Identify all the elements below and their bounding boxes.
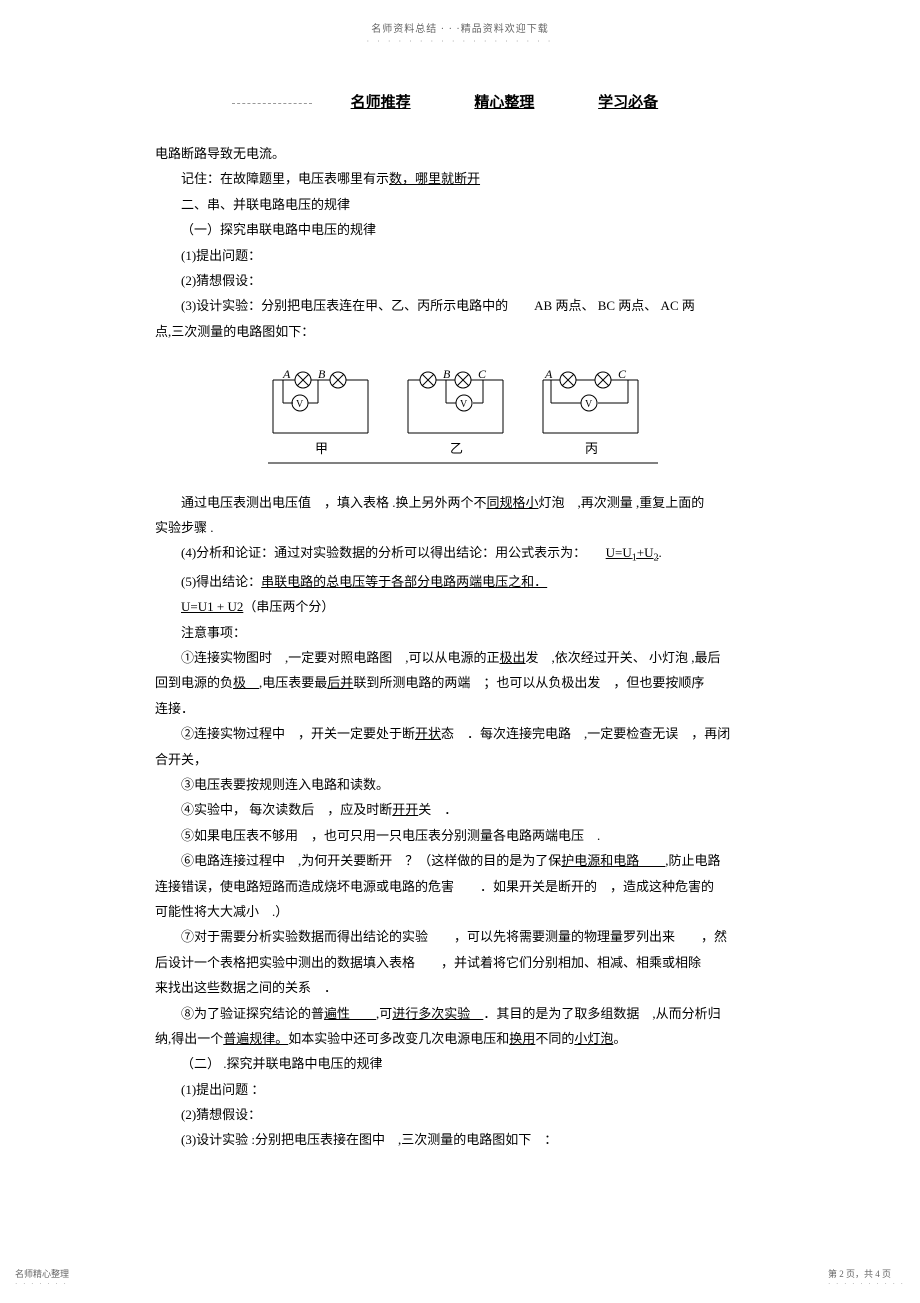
title-seg3: 学习必备 xyxy=(598,95,658,111)
svg-text:B: B xyxy=(443,367,451,381)
svg-text:丙: 丙 xyxy=(585,441,598,456)
p24: (3)设计实验 :分别把电压表接在图中 ,三次测量的电路图如下 ： xyxy=(155,1128,770,1151)
footer-left: 名师精心整理 · · · · · · · xyxy=(15,1267,69,1288)
svg-text:V: V xyxy=(460,399,468,410)
svg-text:V: V xyxy=(296,399,304,410)
title-seg2: 精心整理 xyxy=(474,95,534,111)
p7b: 点,三次测量的电路图如下： xyxy=(155,320,770,343)
doc-top-header: 名师资料总结 · · ·精品资料欢迎下载 xyxy=(0,0,920,35)
p7a: (3)设计实验：分别把电压表连在甲、乙、丙所示电路中的 AB 两点、 BC 两点… xyxy=(155,294,770,317)
svg-text:V: V xyxy=(585,399,593,410)
p3: 二、串、并联电路电压的规律 xyxy=(155,193,770,216)
p14c: 合开关， xyxy=(155,748,770,771)
p23: (2)猜想假设： xyxy=(155,1103,770,1126)
p18c: 连接错误，使电路短路而造成烧坏电源或电路的危害 ．如果开关是断开的 ，造成这种危… xyxy=(155,875,770,898)
p20d: 纳,得出一个普遍规律。如本实验中还可多改变几次电源电压和换用不同的小灯泡。 xyxy=(155,1027,770,1050)
p12: 注意事项： xyxy=(155,621,770,644)
circuit-diagram-row: A B V 甲 xyxy=(155,358,770,475)
p11: U=U1 + U2（串压两个分） xyxy=(155,595,770,618)
svg-text:A: A xyxy=(282,367,291,381)
p18d: 可能性将大大减小 .） xyxy=(155,900,770,923)
svg-text:C: C xyxy=(618,367,627,381)
title-seg1: 名师推荐 xyxy=(351,95,411,111)
main-content: 电路断路导致无电流。 记住：在故障题里，电压表哪里有示数，哪里就断开 二、串、并… xyxy=(0,112,920,1152)
p19c: 来找出这些数据之间的关系 ． xyxy=(155,976,770,999)
p18: ⑥电路连接过程中 ,为何开关要断开 ？（这样做的目的是为了保护电源和电路 ,防止… xyxy=(155,849,770,872)
p21: （二） .探究并联电路中电压的规律 xyxy=(155,1052,770,1075)
p14: ②连接实物过程中 ，开关一定要处于断开状态 ．每次连接完电路 ,一定要检查无误 … xyxy=(155,722,770,745)
p22: (1)提出问题 ： xyxy=(155,1078,770,1101)
p9: (4)分析和论证：通过对实验数据的分析可以得出结论：用公式表示为： U=U1+U… xyxy=(155,541,770,568)
p16: ④实验中， 每次读数后 ，应及时断开开关 ． xyxy=(155,798,770,821)
p1: 电路断路导致无电流。 xyxy=(155,142,770,165)
p17: ⑤如果电压表不够用 ，也可只用一只电压表分别测量各电路两端电压 . xyxy=(155,824,770,847)
p5: (1)提出问题： xyxy=(155,244,770,267)
decorative-dots: · · · · · · · · · · · · · · · · · · xyxy=(0,37,920,46)
p2: 记住：在故障题里，电压表哪里有示数，哪里就断开 xyxy=(155,167,770,190)
svg-text:A: A xyxy=(544,367,553,381)
svg-text:B: B xyxy=(318,367,326,381)
svg-text:C: C xyxy=(478,367,487,381)
p10: (5)得出结论：串联电路的总电压等于各部分电路两端电压之和． xyxy=(155,570,770,593)
p6: (2)猜想假设： xyxy=(155,269,770,292)
svg-text:乙: 乙 xyxy=(450,441,463,456)
svg-text:甲: 甲 xyxy=(315,441,328,456)
circuit-svg: A B V 甲 xyxy=(263,358,663,468)
p20: ⑧为了验证探究结论的普遍性 ,可进行多次实验 ．其目的是为了取多组数据 ,从而分… xyxy=(155,1002,770,1025)
p15: ③电压表要按规则连入电路和读数。 xyxy=(155,773,770,796)
p8: 通过电压表测出电压值 ，填入表格 .换上另外两个不同规格小灯泡 ,再次测量 ,重… xyxy=(155,491,770,514)
title-row: 名师推荐 精心整理 学习必备 xyxy=(0,91,920,112)
p19a: ⑦对于需要分析实验数据而得出结论的实验 ，可以先将需要测量的物理量罗列出来 ，然 xyxy=(155,925,770,948)
p13: ①连接实物图时 ,一定要对照电路图 ,可以从电源的正极出发 ,依次经过开关、 小… xyxy=(155,646,770,669)
footer-right: 第 2 页，共 4 页 · · · · · · · · · · xyxy=(828,1267,905,1288)
p13c: 回到电源的负极 ,电压表要最后并联到所测电路的两端 ；也可以从负极出发 ，但也要… xyxy=(155,671,770,694)
p8c: 实验步骤 . xyxy=(155,516,770,539)
p19b: 后设计一个表格把实验中测出的数据填入表格 ，并试着将它们分别相加、相减、相乘或相… xyxy=(155,951,770,974)
p13f: 连接． xyxy=(155,697,770,720)
p4: （一）探究串联电路中电压的规律 xyxy=(155,218,770,241)
